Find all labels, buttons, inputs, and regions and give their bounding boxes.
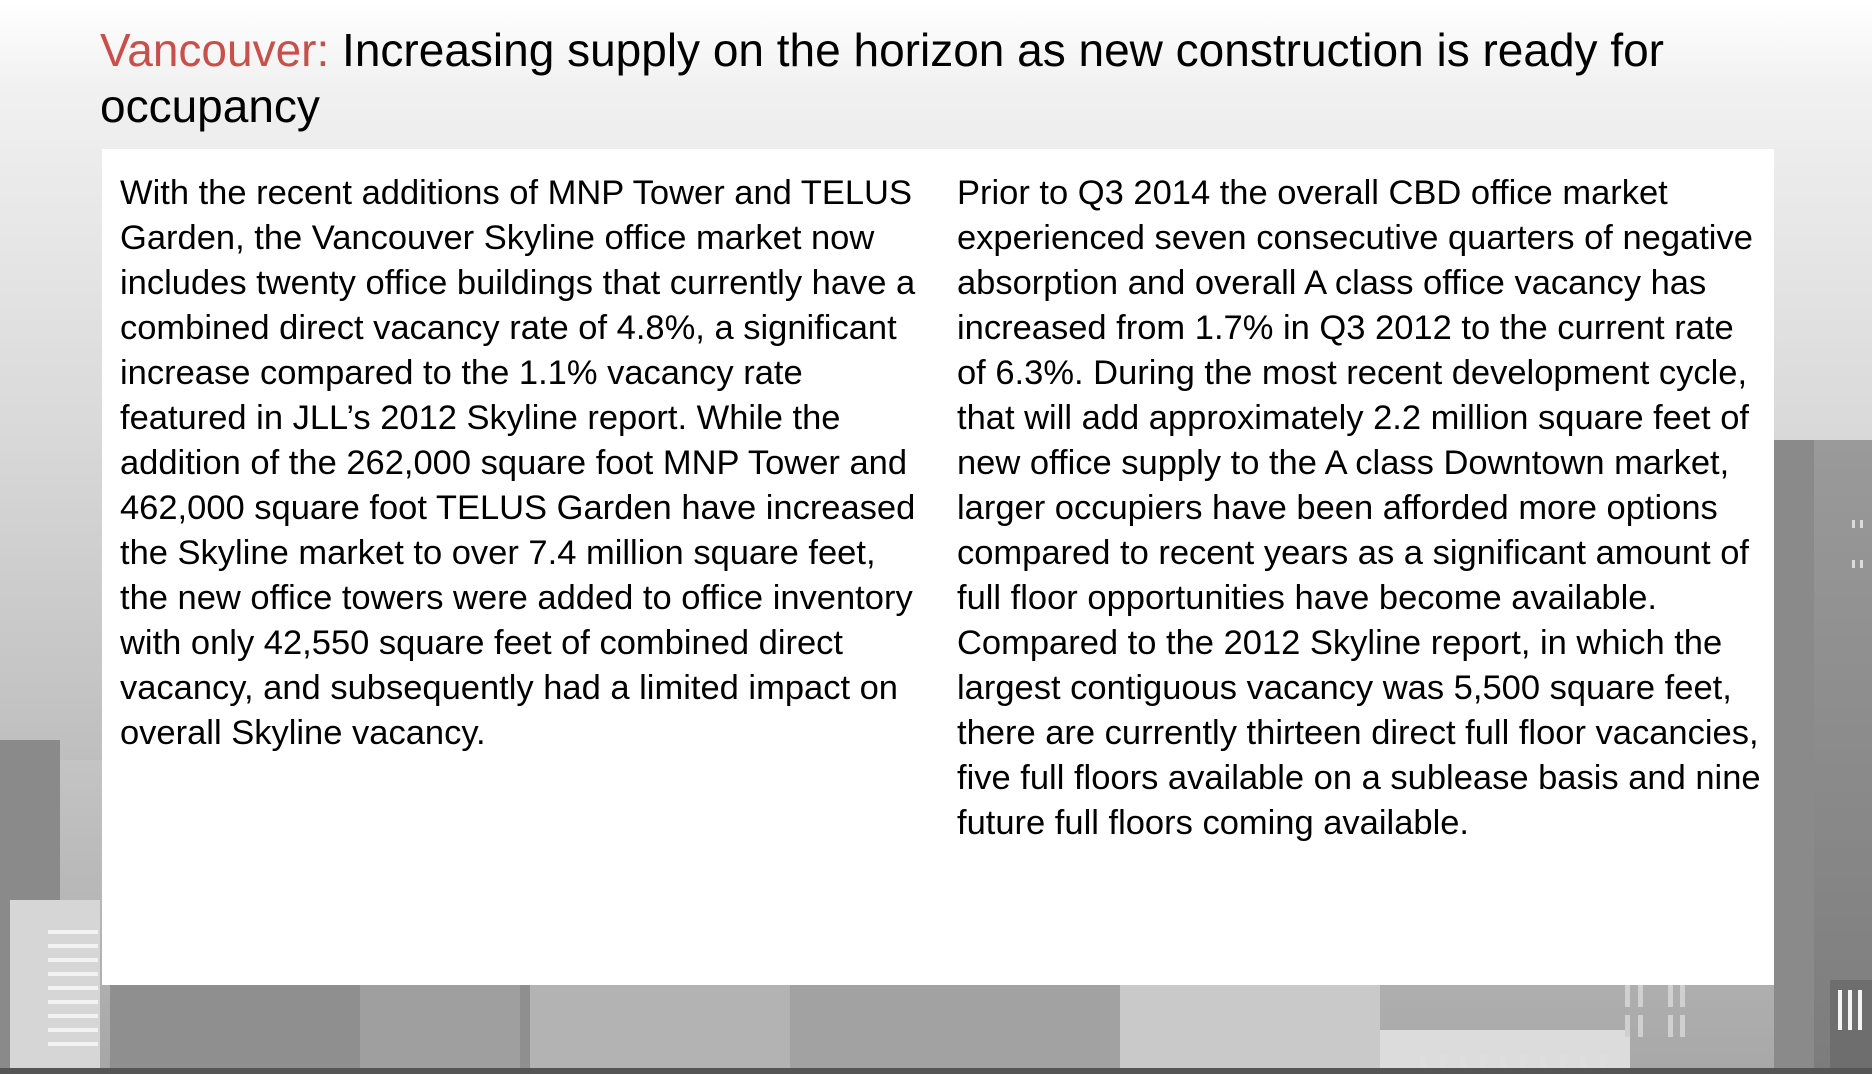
- right-column: Prior to Q3 2014 the overall CBD office …: [957, 171, 1769, 846]
- left-paragraph: With the recent additions of MNP Tower a…: [120, 174, 916, 752]
- right-paragraph-2: Compared to the 2012 Skyline report, in …: [957, 624, 1761, 842]
- right-paragraph-1: Prior to Q3 2014 the overall CBD office …: [957, 174, 1753, 617]
- title-accent-city: Vancouver:: [100, 24, 330, 76]
- left-column: With the recent additions of MNP Tower a…: [120, 171, 932, 756]
- content-panel: With the recent additions of MNP Tower a…: [102, 149, 1774, 985]
- title-text: Increasing supply on the horizon as new …: [100, 24, 1664, 132]
- slide-title: Vancouver: Increasing supply on the hori…: [100, 22, 1800, 134]
